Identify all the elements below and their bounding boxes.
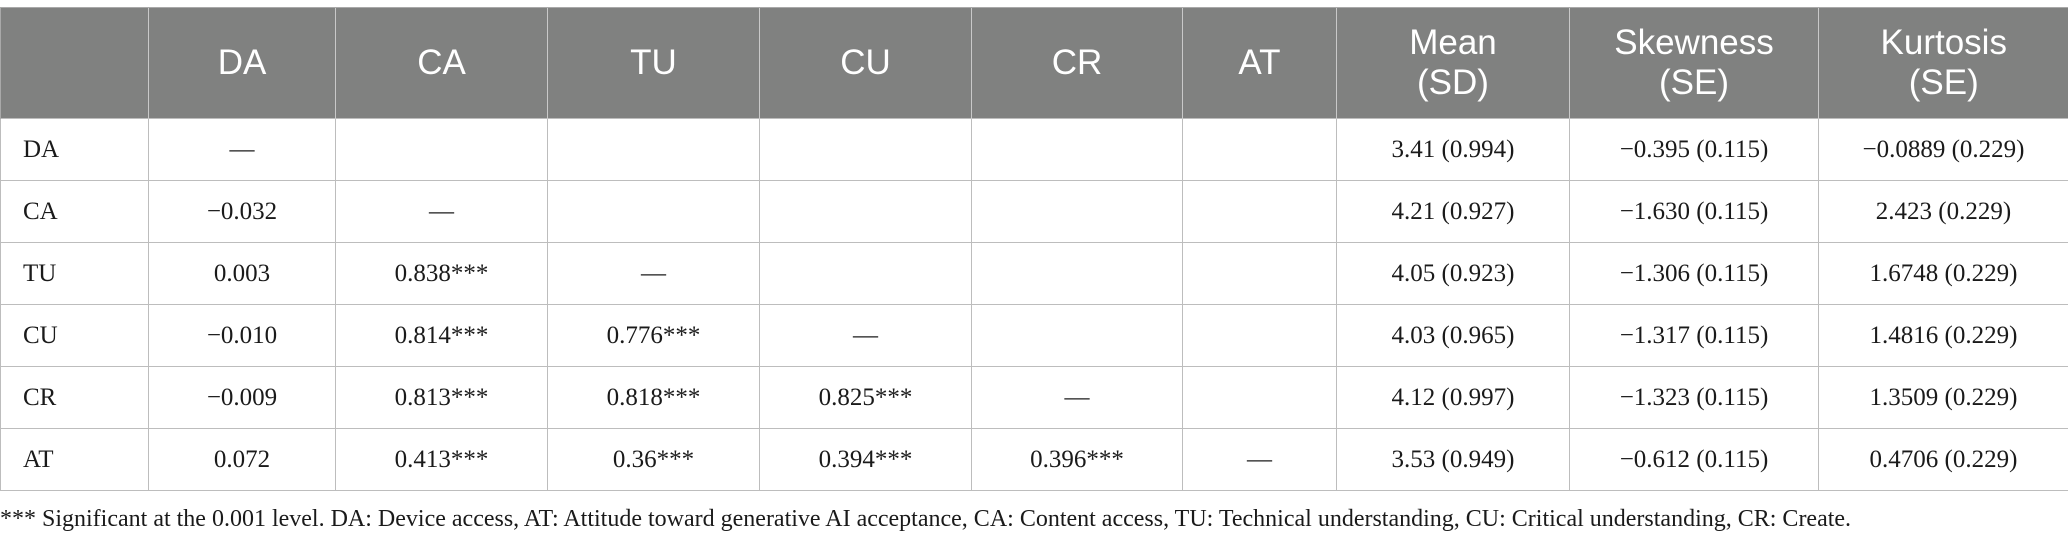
row-label: AT bbox=[0, 428, 149, 491]
table-cell: 0.776*** bbox=[547, 304, 760, 367]
header-tu: TU bbox=[547, 7, 760, 119]
table-cell bbox=[1182, 366, 1337, 429]
table-cell bbox=[1182, 242, 1337, 305]
header-label-line: (SE) bbox=[1908, 63, 1979, 102]
table-cell: −0.612 (0.115) bbox=[1569, 428, 1819, 491]
table-cell bbox=[759, 242, 972, 305]
table-cell: 3.41 (0.994) bbox=[1336, 118, 1570, 181]
row-label: CR bbox=[0, 366, 149, 429]
header-label-line: Kurtosis bbox=[1880, 23, 2007, 62]
header-skewness-se: Skewness (SE) bbox=[1569, 7, 1819, 119]
table-cell: 0.396*** bbox=[971, 428, 1183, 491]
table-cell: — bbox=[335, 180, 548, 243]
table-cell bbox=[759, 118, 972, 181]
row-label: TU bbox=[0, 242, 149, 305]
table-cell bbox=[1182, 118, 1337, 181]
table-cell: — bbox=[759, 304, 972, 367]
header-label-line: DA bbox=[217, 43, 267, 82]
table-cell bbox=[971, 242, 1183, 305]
header-row: DA CA TU CU CR AT Mean (SD) Skewness (SE) Kurtosis… bbox=[0, 7, 2068, 119]
table-cell: 0.813*** bbox=[335, 366, 548, 429]
header-label-line: CR bbox=[1051, 43, 1103, 82]
header-label-line: (SE) bbox=[1659, 63, 1729, 102]
row-label: DA bbox=[0, 118, 149, 181]
table-cell: −0.0889 (0.229) bbox=[1818, 118, 2068, 181]
header-kurtosis-se: Kurtosis (SE) bbox=[1818, 7, 2068, 119]
correlation-table-container: DA CA TU CU CR AT Mean (SD) Skewness (SE) Kurtosis… bbox=[0, 7, 2068, 491]
table-row: CR −0.009 0.813*** 0.818*** 0.825*** — 4.12 (0… bbox=[0, 366, 2068, 429]
table-cell bbox=[1182, 180, 1337, 243]
header-label-line: CA bbox=[417, 43, 466, 82]
table-cell: −0.010 bbox=[148, 304, 336, 367]
table-cell: 4.21 (0.927) bbox=[1336, 180, 1570, 243]
table-cell: −1.306 (0.115) bbox=[1569, 242, 1819, 305]
table-row: AT 0.072 0.413*** 0.36*** 0.394*** 0.396*** —3… bbox=[0, 428, 2068, 491]
table-cell: −1.323 (0.115) bbox=[1569, 366, 1819, 429]
table-cell: — bbox=[1182, 428, 1337, 491]
table-cell bbox=[547, 118, 760, 181]
table-cell: 0.4706 (0.229) bbox=[1818, 428, 2068, 491]
table-footnote: *** Significant at the 0.001 level. DA: … bbox=[0, 506, 1852, 532]
table-cell: 3.53 (0.949) bbox=[1336, 428, 1570, 491]
table-header: DA CA TU CU CR AT Mean (SD) Skewness (SE) Kurtosis… bbox=[0, 7, 2068, 119]
table-cell: 4.05 (0.923) bbox=[1336, 242, 1570, 305]
header-cu: CU bbox=[759, 7, 972, 119]
table-cell: — bbox=[148, 118, 336, 181]
header-at: AT bbox=[1182, 7, 1337, 119]
table-cell: 0.36*** bbox=[547, 428, 760, 491]
table-cell bbox=[971, 118, 1183, 181]
header-label-line: Mean bbox=[1409, 23, 1497, 62]
table-cell bbox=[971, 180, 1183, 243]
table-cell: −0.395 (0.115) bbox=[1569, 118, 1819, 181]
table-cell: 0.814*** bbox=[335, 304, 548, 367]
correlation-table: DA CA TU CU CR AT Mean (SD) Skewness (SE) Kurtosis… bbox=[0, 7, 2068, 491]
header-label-line: (SD) bbox=[1417, 63, 1489, 102]
header-cr: CR bbox=[971, 7, 1183, 119]
table-row: TU 0.003 0.838*** — 4.05 (0.923) −1.306 (0.11… bbox=[0, 242, 2068, 305]
table-cell bbox=[335, 118, 548, 181]
table-cell: −1.630 (0.115) bbox=[1569, 180, 1819, 243]
table-cell: 4.12 (0.997) bbox=[1336, 366, 1570, 429]
header-label-line: AT bbox=[1238, 43, 1281, 82]
table-cell: 1.6748 (0.229) bbox=[1818, 242, 2068, 305]
table-cell: −0.032 bbox=[148, 180, 336, 243]
row-label: CA bbox=[0, 180, 149, 243]
table-cell bbox=[759, 180, 972, 243]
table-cell: −0.009 bbox=[148, 366, 336, 429]
header-da: DA bbox=[148, 7, 336, 119]
table-cell: 1.4816 (0.229) bbox=[1818, 304, 2068, 367]
table-body: DA —3.41 (0.994) −0.395 (0.115) −0.0889 (0.… bbox=[0, 118, 2068, 491]
table-cell: −1.317 (0.115) bbox=[1569, 304, 1819, 367]
table-cell: 4.03 (0.965) bbox=[1336, 304, 1570, 367]
table-cell: — bbox=[971, 366, 1183, 429]
table-row: CA −0.032— 4.21 (0.927) −1.630 (0.115) 2.423… bbox=[0, 180, 2068, 243]
table-cell bbox=[1182, 304, 1337, 367]
table-cell: 0.838*** bbox=[335, 242, 548, 305]
row-label: CU bbox=[0, 304, 149, 367]
table-row: CU −0.010 0.814*** 0.776*** — 4.03 (0.965) −1.… bbox=[0, 304, 2068, 367]
table-cell: 0.818*** bbox=[547, 366, 760, 429]
table-cell: 0.072 bbox=[148, 428, 336, 491]
table-cell: 1.3509 (0.229) bbox=[1818, 366, 2068, 429]
table-cell: 0.394*** bbox=[759, 428, 972, 491]
table-cell: — bbox=[547, 242, 760, 305]
table-cell bbox=[971, 304, 1183, 367]
header-label-line: TU bbox=[630, 43, 677, 82]
corner-header bbox=[0, 7, 149, 119]
table-cell bbox=[547, 180, 760, 243]
table-cell: 0.413*** bbox=[335, 428, 548, 491]
table-cell: 2.423 (0.229) bbox=[1818, 180, 2068, 243]
header-mean-sd: Mean (SD) bbox=[1336, 7, 1570, 119]
header-label-line: Skewness bbox=[1614, 23, 1774, 62]
table-cell: 0.003 bbox=[148, 242, 336, 305]
table-row: DA — 3.41 (0.994) −0.395 (0.115) −0.0889 (0.… bbox=[0, 118, 2068, 181]
header-label-line: CU bbox=[840, 43, 891, 82]
header-ca: CA bbox=[335, 7, 548, 119]
table-cell: 0.825*** bbox=[759, 366, 972, 429]
